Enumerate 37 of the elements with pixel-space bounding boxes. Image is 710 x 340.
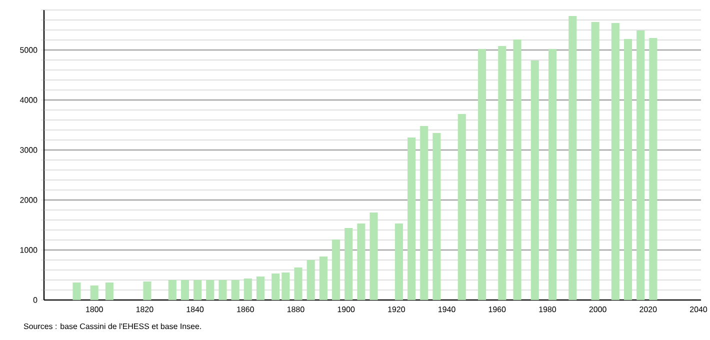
bar: [649, 38, 658, 300]
bar: [624, 39, 632, 300]
bar: [206, 280, 214, 300]
bar: [180, 280, 189, 300]
bar: [244, 278, 252, 300]
bar: [344, 228, 353, 300]
bar: [306, 260, 315, 300]
bar: [498, 46, 506, 300]
bar: [332, 240, 340, 300]
bar: [357, 224, 366, 300]
bar: [458, 114, 466, 300]
bar: [611, 23, 620, 300]
bar: [194, 280, 202, 300]
bar: [72, 282, 81, 300]
bar: [272, 274, 280, 300]
bar: [231, 280, 240, 300]
bar: [168, 280, 176, 300]
bar: [105, 282, 114, 300]
bar: [636, 30, 645, 300]
bar: [370, 212, 378, 300]
bar: [256, 276, 265, 300]
bar: [143, 282, 152, 300]
bar: [408, 138, 416, 300]
bar: [513, 40, 522, 300]
bar: [282, 272, 290, 300]
bar: [548, 49, 557, 300]
bar: [591, 22, 600, 300]
bar: [420, 126, 428, 300]
bar: [319, 256, 328, 300]
bar: [294, 268, 302, 300]
bar: [478, 49, 486, 300]
bar: [530, 60, 539, 300]
bar: [218, 280, 227, 300]
bar: [394, 224, 403, 300]
bar: [90, 286, 98, 300]
bar: [432, 133, 441, 300]
bar: [568, 16, 577, 300]
